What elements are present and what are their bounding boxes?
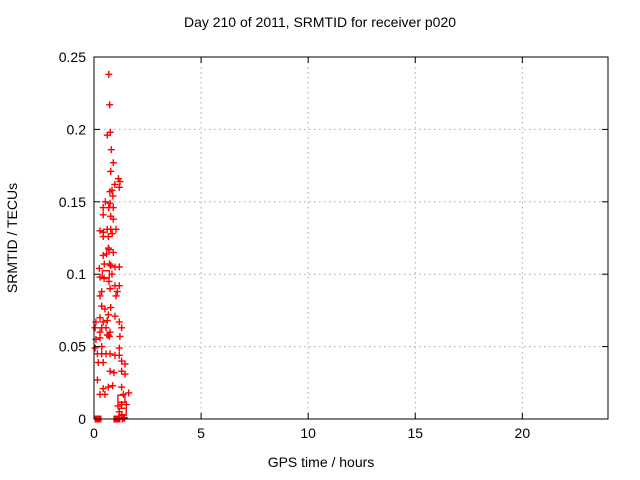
data-point-plus (109, 159, 117, 167)
data-point-plus (105, 70, 113, 78)
axes-layer (93, 56, 609, 420)
x-tick-label: 0 (90, 425, 98, 441)
data-point-plus (119, 390, 127, 398)
data-point-plus (93, 376, 101, 384)
data-point-plus (103, 317, 111, 325)
data-point-plus (99, 359, 107, 367)
y-axis-label: SRMTID / TECUs (4, 183, 20, 293)
data-point-plus (96, 227, 104, 235)
y-tick-label: 0.15 (59, 194, 86, 210)
data-point-plus (109, 382, 117, 390)
data-point-plus (100, 275, 108, 283)
data-point-plus (99, 318, 107, 326)
data-point-plus (91, 324, 99, 332)
data-point-plus (104, 233, 112, 241)
data-point-plus (118, 383, 126, 391)
y-tick-label: 0.2 (67, 121, 87, 137)
data-point-plus (112, 225, 120, 233)
data-point-plus (101, 305, 109, 313)
data-point-plus (115, 183, 123, 191)
data-point-plus (118, 324, 126, 332)
data-point-plus (115, 282, 123, 290)
data-point-plus (109, 192, 117, 200)
data-point-plus (109, 204, 117, 212)
x-axis-label: GPS time / hours (268, 454, 375, 470)
data-points-layer (91, 70, 133, 423)
data-point-plus (101, 390, 109, 398)
data-point-plus (104, 331, 112, 339)
data-point-plus (115, 318, 123, 326)
x-tick-label: 10 (300, 425, 316, 441)
data-point-plus (98, 288, 106, 296)
data-point-plus (115, 351, 123, 359)
data-point-plus (107, 304, 115, 312)
data-point-plus (111, 180, 119, 188)
data-point-plus (110, 369, 118, 377)
grid-layer (94, 57, 608, 419)
data-point-plus (105, 246, 113, 254)
y-tick-label: 0 (78, 411, 86, 427)
y-tick-label: 0.1 (67, 266, 87, 282)
data-point-plus (115, 263, 123, 271)
data-point-plus (104, 311, 112, 319)
data-point-open-square (117, 394, 126, 403)
data-point-open-square (118, 407, 127, 416)
data-point-plus (125, 389, 133, 397)
data-point-plus (106, 199, 114, 207)
data-point-plus (92, 335, 100, 343)
data-point-plus (100, 260, 108, 268)
data-point-plus (109, 215, 117, 223)
data-point-plus (95, 264, 103, 272)
data-point-plus (91, 344, 99, 352)
data-point-plus (121, 360, 129, 368)
y-tick-label: 0.25 (59, 49, 86, 65)
data-point-plus (113, 288, 121, 296)
data-point-plus (96, 292, 104, 300)
data-point-plus (108, 230, 116, 238)
chart-title: Day 210 of 2011, SRMTID for receiver p02… (184, 14, 456, 30)
x-tick-label: 5 (197, 425, 205, 441)
data-point-plus (107, 262, 115, 270)
data-point-plus (103, 131, 111, 139)
data-point-plus (107, 146, 115, 154)
x-tick-label: 15 (407, 425, 423, 441)
data-point-plus (96, 314, 104, 322)
data-point-plus (106, 367, 114, 375)
data-point-plus (107, 167, 115, 175)
data-point-open-square (101, 270, 110, 279)
data-point-plus (106, 350, 114, 358)
data-point-plus (115, 344, 123, 352)
data-point-plus (99, 251, 107, 259)
y-tick-label: 0.05 (59, 339, 86, 355)
data-point-plus (101, 198, 109, 206)
data-point-plus (114, 402, 122, 410)
data-point-plus (92, 318, 100, 326)
plot-border (93, 56, 609, 420)
data-point-plus (99, 211, 107, 219)
data-point-plus (96, 334, 104, 342)
data-point-plus (99, 385, 107, 393)
data-point-plus (105, 277, 113, 285)
tick-label-layer: 0 5 10 15 20 0 0.05 0.1 0.15 0.2 0.25 (59, 49, 531, 441)
data-point-plus (104, 383, 112, 391)
data-point-plus (111, 312, 119, 320)
data-point-plus (106, 188, 114, 196)
data-point-plus (105, 332, 113, 340)
data-point-plus (106, 285, 114, 293)
data-point-plus (121, 370, 129, 378)
data-point-plus (106, 101, 114, 109)
x-tick-label: 20 (515, 425, 531, 441)
data-point-plus (116, 332, 124, 340)
data-point-plus (112, 292, 120, 300)
data-point-plus (103, 250, 111, 258)
data-point-plus (109, 248, 117, 256)
data-point-plus (102, 324, 110, 332)
